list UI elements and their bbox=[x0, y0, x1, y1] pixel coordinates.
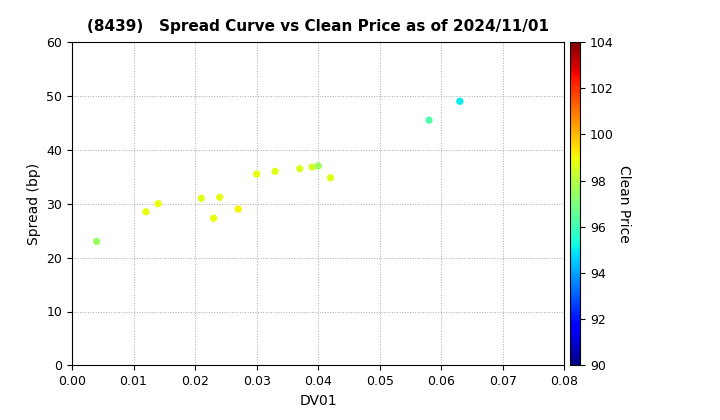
Point bbox=[140, 208, 152, 215]
Point bbox=[208, 215, 220, 222]
Title: (8439)   Spread Curve vs Clean Price as of 2024/11/01: (8439) Spread Curve vs Clean Price as of… bbox=[87, 19, 549, 34]
Point bbox=[91, 238, 102, 245]
Point bbox=[454, 98, 466, 105]
Point bbox=[233, 206, 244, 213]
Y-axis label: Spread (bp): Spread (bp) bbox=[27, 163, 41, 245]
Y-axis label: Clean Price: Clean Price bbox=[617, 165, 631, 243]
Point bbox=[251, 171, 262, 177]
Point bbox=[423, 117, 435, 123]
Point bbox=[325, 174, 336, 181]
Point bbox=[196, 195, 207, 202]
X-axis label: DV01: DV01 bbox=[300, 394, 337, 408]
Point bbox=[153, 200, 164, 207]
Point bbox=[312, 163, 324, 169]
Point bbox=[306, 164, 318, 171]
Point bbox=[214, 194, 225, 201]
Point bbox=[269, 168, 281, 175]
Point bbox=[294, 165, 305, 172]
